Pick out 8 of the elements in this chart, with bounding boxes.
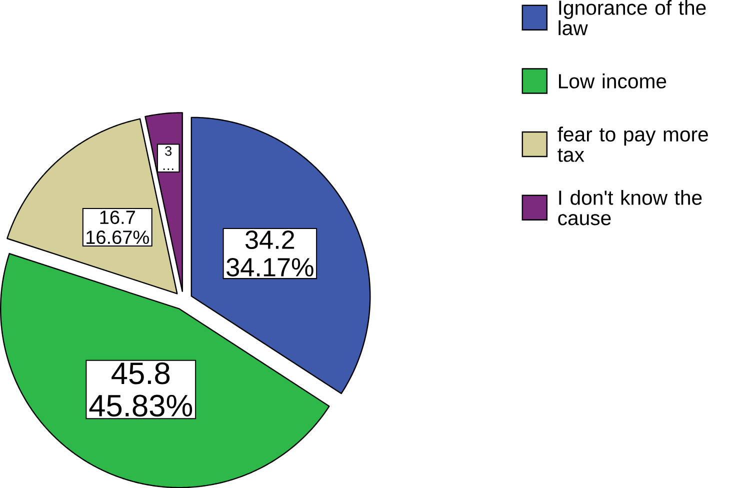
data-label: 16.7 16.67%	[86, 210, 149, 244]
legend-label: Ignorance of the law	[558, 0, 706, 36]
data-label: 3 …	[163, 146, 174, 170]
legend-label: I don't know the cause	[558, 190, 702, 226]
legend-label: fear to pay more tax	[558, 126, 708, 162]
data-label: 34.2 34.17%	[226, 230, 314, 276]
legend-label: Low income	[559, 73, 666, 88]
data-label: 45.8 45.83%	[89, 362, 192, 417]
